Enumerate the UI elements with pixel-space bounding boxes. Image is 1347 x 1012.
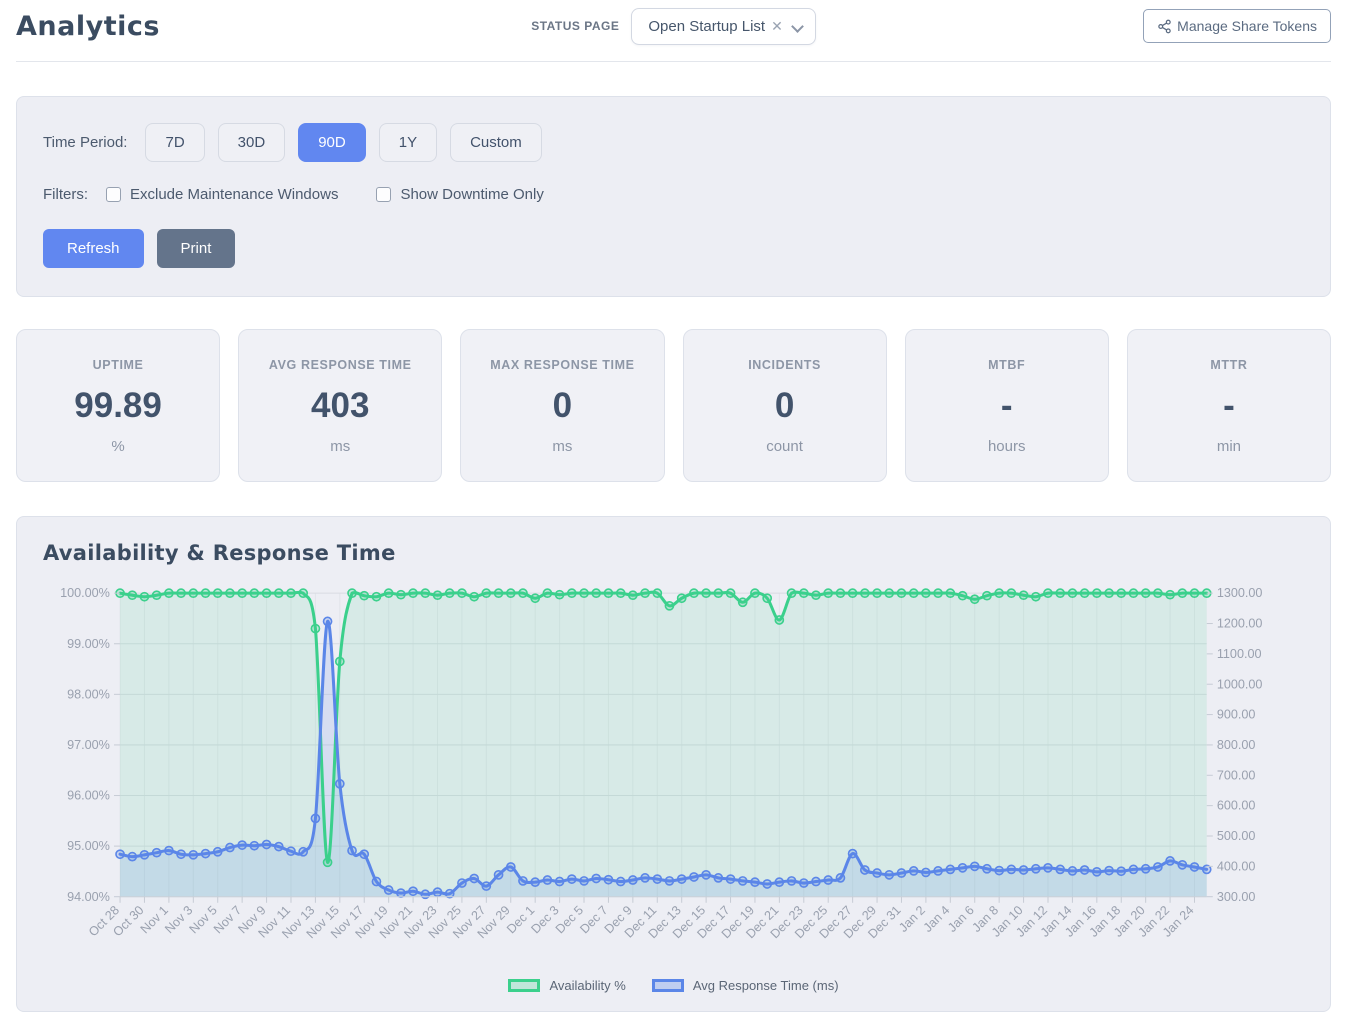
- filters-label: Filters:: [43, 186, 88, 203]
- stat-unit: hours: [987, 438, 1026, 455]
- svg-text:400.00: 400.00: [1217, 859, 1256, 873]
- stat-card-max-response: MAX RESPONSE TIME 0 ms: [460, 329, 665, 482]
- actions-row: Refresh Print: [43, 229, 1304, 268]
- svg-text:600.00: 600.00: [1217, 799, 1256, 813]
- status-page-group: STATUS PAGE Open Startup List ✕: [531, 7, 816, 45]
- exclude-maintenance-label: Exclude Maintenance Windows: [130, 186, 339, 203]
- chevron-down-icon: [793, 21, 803, 31]
- stat-card-avg-response: AVG RESPONSE TIME 403 ms: [238, 329, 443, 482]
- svg-text:Jan 2: Jan 2: [896, 903, 928, 935]
- svg-text:1100.00: 1100.00: [1217, 647, 1262, 661]
- svg-text:900.00: 900.00: [1217, 708, 1256, 722]
- time-period-button-1y[interactable]: 1Y: [378, 123, 438, 162]
- stat-card-mttr: MTTR - min: [1126, 329, 1331, 482]
- svg-text:1300.00: 1300.00: [1217, 586, 1263, 600]
- svg-text:96.00%: 96.00%: [67, 789, 110, 803]
- chart-legend: Availability % Avg Response Time (ms): [31, 978, 1316, 993]
- svg-text:300.00: 300.00: [1217, 890, 1256, 904]
- svg-text:95.00%: 95.00%: [67, 839, 110, 853]
- stat-label: MTTR: [1210, 358, 1248, 372]
- stat-value: 0: [774, 386, 795, 425]
- availability-legend-swatch: [508, 978, 541, 992]
- stat-value: 0: [552, 386, 573, 425]
- time-period-button-30d[interactable]: 30D: [217, 123, 286, 162]
- stat-label: MTBF: [988, 358, 1026, 372]
- show-downtime-checkbox-item[interactable]: Show Downtime Only: [376, 186, 544, 203]
- print-button[interactable]: Print: [156, 229, 236, 268]
- response-time-legend-label: Avg Response Time (ms): [692, 977, 839, 993]
- availability-response-chart[interactable]: 100.00% 99.00% 98.00% 97.00% 96.00% 95.00% 94.…: [31, 579, 1316, 976]
- stat-unit: ms: [552, 438, 573, 455]
- status-page-selected-value: Open Startup List: [648, 17, 766, 35]
- svg-text:1200.00: 1200.00: [1217, 617, 1263, 631]
- time-period-button-7d[interactable]: 7D: [145, 123, 205, 162]
- svg-text:1000.00: 1000.00: [1217, 677, 1263, 691]
- manage-share-tokens-label: Manage Share Tokens: [1177, 18, 1318, 34]
- legend-item-availability[interactable]: Availability %: [508, 977, 626, 993]
- svg-text:98.00%: 98.00%: [67, 687, 110, 701]
- exclude-maintenance-checkbox-item[interactable]: Exclude Maintenance Windows: [106, 186, 338, 203]
- header-divider: [16, 61, 1331, 62]
- stat-card-incidents: INCIDENTS 0 count: [682, 329, 887, 482]
- stats-row: UPTIME 99.89 % AVG RESPONSE TIME 403 ms …: [16, 329, 1331, 482]
- svg-text:500.00: 500.00: [1217, 829, 1256, 843]
- stat-unit: min: [1216, 438, 1241, 455]
- stat-value: -: [1000, 386, 1013, 425]
- stat-value: 403: [311, 386, 370, 425]
- filters-row: Filters: Exclude Maintenance Windows Sho…: [43, 186, 1304, 203]
- stat-unit: %: [111, 438, 125, 455]
- time-period-button-90d[interactable]: 90D: [298, 123, 366, 162]
- svg-text:99.00%: 99.00%: [67, 637, 110, 651]
- stat-card-mtbf: MTBF - hours: [904, 329, 1109, 482]
- exclude-maintenance-checkbox[interactable]: [106, 187, 121, 202]
- svg-text:Jan 6: Jan 6: [945, 903, 977, 935]
- svg-text:Jan 4: Jan 4: [921, 903, 953, 935]
- show-downtime-label: Show Downtime Only: [400, 186, 544, 203]
- time-period-button-custom[interactable]: Custom: [450, 123, 542, 162]
- availability-legend-label: Availability %: [549, 977, 626, 993]
- stat-unit: count: [766, 438, 803, 455]
- status-page-label: STATUS PAGE: [531, 19, 620, 33]
- show-downtime-checkbox[interactable]: [376, 187, 392, 202]
- share-icon: [1158, 19, 1171, 33]
- top-bar: Analytics STATUS PAGE Open Startup List …: [16, 0, 1332, 52]
- chart-title: Availability & Response Time: [43, 541, 396, 565]
- response-time-legend-swatch: [651, 978, 684, 992]
- svg-text:800.00: 800.00: [1217, 738, 1256, 752]
- filter-panel: Time Period: 7D 30D 90D 1Y Custom Filter…: [16, 96, 1331, 297]
- top-bar-right: Manage Share Tokens: [816, 9, 1332, 43]
- stat-label: MAX RESPONSE TIME: [490, 358, 635, 372]
- svg-text:97.00%: 97.00%: [67, 738, 110, 752]
- refresh-button[interactable]: Refresh: [43, 229, 144, 268]
- svg-text:100.00%: 100.00%: [60, 586, 110, 600]
- status-page-select[interactable]: Open Startup List ✕: [631, 7, 816, 45]
- manage-share-tokens-button[interactable]: Manage Share Tokens: [1143, 9, 1332, 43]
- svg-text:94.00%: 94.00%: [67, 890, 110, 904]
- stat-label: UPTIME: [92, 358, 144, 372]
- stat-label: INCIDENTS: [748, 358, 821, 372]
- stat-unit: ms: [330, 438, 351, 455]
- stat-card-uptime: UPTIME 99.89 %: [16, 329, 221, 482]
- legend-item-response-time[interactable]: Avg Response Time (ms): [651, 977, 839, 993]
- page-title: Analytics: [16, 10, 160, 42]
- time-period-row: Time Period: 7D 30D 90D 1Y Custom: [43, 123, 1304, 162]
- chart-panel: Availability & Response Time 100.00% 99.0…: [16, 516, 1331, 1012]
- clear-selection-icon[interactable]: ✕: [771, 18, 783, 34]
- svg-text:700.00: 700.00: [1217, 768, 1256, 782]
- stat-value: 99.89: [74, 386, 162, 425]
- stat-value: -: [1223, 386, 1235, 425]
- time-period-label: Time Period:: [43, 134, 128, 151]
- stat-label: AVG RESPONSE TIME: [268, 358, 412, 372]
